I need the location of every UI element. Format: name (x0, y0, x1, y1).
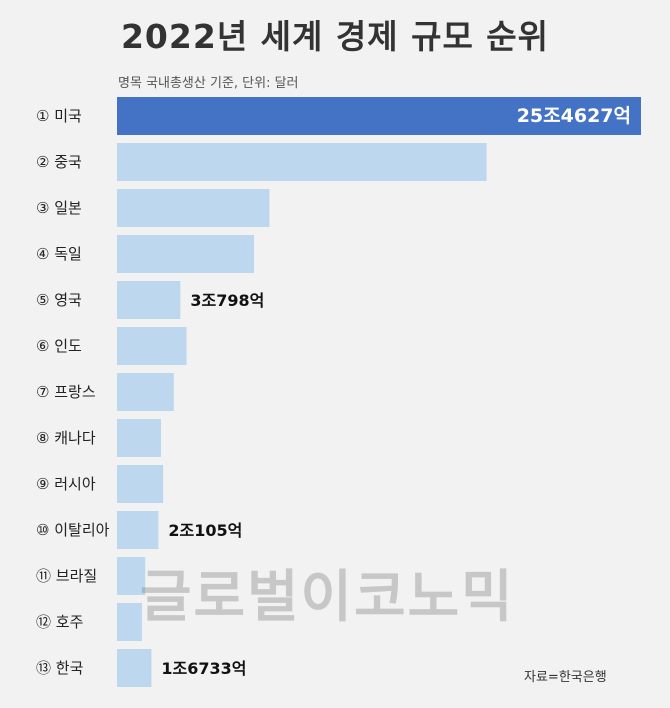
category-label: ⑩ 이탈리아 (36, 521, 110, 539)
category-label: ④ 독일 (36, 245, 82, 263)
data-label: 3조798억 (190, 291, 264, 310)
category-label: ② 중국 (36, 153, 82, 171)
category-label: ⑬ 한국 (36, 659, 84, 677)
watermark: 글로벌이코노믹 (140, 565, 515, 630)
bar (117, 235, 255, 273)
bar (117, 143, 487, 181)
bar (117, 189, 270, 227)
source-note: 자료=한국은행 (524, 670, 607, 685)
category-label: ⑥ 인도 (36, 337, 82, 355)
data-label: 2조105억 (168, 521, 242, 540)
category-label: ⑦ 프랑스 (36, 383, 96, 401)
bar (117, 465, 164, 503)
category-label: ⑫ 호주 (36, 613, 83, 631)
bar (117, 281, 181, 319)
category-label: ⑤ 영국 (36, 291, 82, 309)
category-label: ① 미국 (36, 107, 82, 125)
category-label: ⑨ 러시아 (36, 475, 96, 493)
data-label: 25조4627억 (517, 105, 631, 127)
chart-subtitle: 명목 국내총생산 기준, 단위: 달러 (118, 76, 299, 91)
chart-title: 2022년 세계 경제 규모 순위 (120, 17, 550, 56)
bar (117, 649, 152, 687)
category-label: ⑧ 캐나다 (36, 429, 96, 447)
category-label: ③ 일본 (36, 199, 82, 217)
bar (117, 327, 187, 365)
category-label: ⑪ 브라질 (36, 567, 97, 585)
bar (117, 557, 146, 595)
data-label: 1조6733억 (161, 659, 246, 678)
bar (117, 373, 174, 411)
bar (117, 419, 162, 457)
bar (117, 511, 159, 549)
bar (117, 603, 142, 641)
bar (117, 97, 641, 135)
